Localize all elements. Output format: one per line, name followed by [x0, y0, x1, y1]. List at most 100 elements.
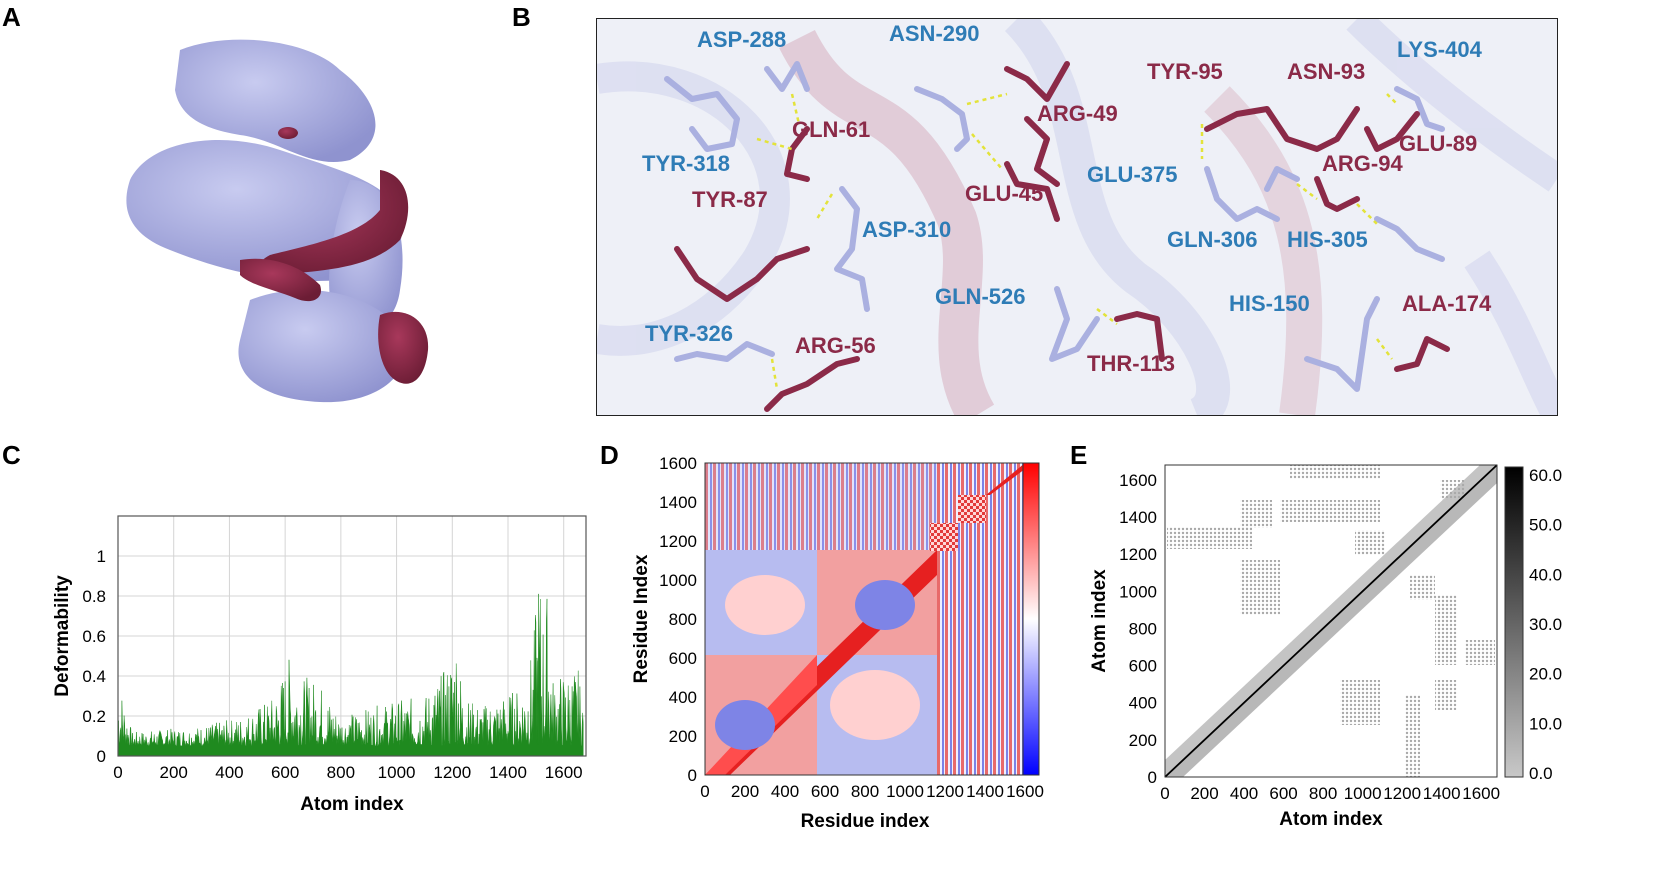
contact-colorbar: [1504, 466, 1524, 778]
y-tick-label: 0.8: [82, 587, 106, 606]
x-tick-label: 200: [160, 763, 188, 782]
x-tick-label: 200: [731, 782, 759, 801]
x-tick-label: 1400: [1423, 784, 1461, 803]
x-tick-label: 0: [700, 782, 709, 801]
y-tick-label: 1000: [1119, 582, 1157, 601]
residue-label: GLU-45: [965, 181, 1043, 206]
x-tick-label: 1400: [966, 782, 1004, 801]
contact-xlabel: Atom index: [1279, 809, 1383, 830]
x-tick-label: 800: [1309, 784, 1337, 803]
residue-label: ASP-310: [862, 217, 951, 242]
interaction-figure: ASP-288 ASN-290 LYS-404 TYR-95 ASN-93 GLN-61 A…: [597, 19, 1557, 415]
contact-map: 60.0 50.0 40.0 30.0 20.0 10.0 0.0 0 200 400 600 80…: [1089, 464, 1562, 830]
deformability-xticks: 0 200 400 600 800 1000 1200 1400 1600: [113, 763, 582, 782]
y-tick-label: 1400: [659, 493, 697, 512]
deformability-chart: 0 200 400 600 800 1000 1200 1400 1600 0 0.2 0.4 0.6…: [52, 515, 587, 815]
colorbar-tick-label: 60.0: [1529, 466, 1562, 485]
residue-label: HIS-150: [1229, 291, 1310, 316]
x-tick-label: 600: [811, 782, 839, 801]
ligand-surface: [240, 127, 429, 384]
y-tick-label: 0: [97, 747, 106, 766]
x-tick-label: 1000: [378, 763, 416, 782]
contact-xticks: 0 200 400 600 800 1000 1200 1400 1600: [1160, 784, 1500, 803]
residue-label: THR-113: [1087, 351, 1175, 376]
contact-colorbar-ticks: 60.0 50.0 40.0 30.0 20.0 10.0 0.0: [1529, 466, 1562, 783]
x-tick-label: 600: [1269, 784, 1297, 803]
colorbar-tick-label: 30.0: [1529, 615, 1562, 634]
residue-label: ASN-93: [1287, 59, 1365, 84]
y-tick-label: 800: [1129, 619, 1157, 638]
y-tick-label: 0: [688, 766, 697, 785]
colorbar-tick-label: 40.0: [1529, 565, 1562, 584]
protein-surface-figure: [126, 39, 429, 403]
protein-surface: [126, 39, 406, 403]
residue-label: TYR-326: [645, 321, 733, 346]
ribbon-background: [597, 19, 1557, 415]
x-tick-label: 1200: [926, 782, 964, 801]
deformability-grid: [117, 516, 586, 757]
x-tick-label: 1600: [1006, 782, 1044, 801]
x-tick-label: 800: [851, 782, 879, 801]
y-tick-label: 1600: [659, 455, 697, 473]
y-tick-label: 400: [669, 688, 697, 707]
heatmap-cells: [705, 463, 1025, 775]
correlation-heatmap: 0 200 400 600 800 1000 1200 1400 1600 0200400600…: [631, 455, 1044, 832]
x-tick-label: 1200: [1383, 784, 1421, 803]
y-tick-label: 200: [669, 727, 697, 746]
residue-label: ARG-56: [795, 333, 876, 358]
y-tick-label: 800: [669, 610, 697, 629]
x-tick-label: 1600: [545, 763, 583, 782]
colorbar-tick-label: 10.0: [1529, 714, 1562, 733]
contact-yticks: 0 200 400 600 800 1000 1200 1400 1600: [1119, 471, 1157, 787]
colorbar-tick-label: 20.0: [1529, 665, 1562, 684]
panel-label-d: D: [600, 440, 619, 470]
panel-label-e: E: [1070, 440, 1088, 470]
panel-label-c: C: [2, 440, 21, 470]
y-tick-label: 1: [97, 547, 106, 566]
y-tick-label: 1600: [1119, 471, 1157, 490]
residue-label: ASP-288: [697, 27, 786, 52]
deformability-frame: [117, 515, 587, 757]
x-tick-label: 400: [215, 763, 243, 782]
deformability-area: [117, 593, 584, 757]
y-tick-label: 600: [669, 649, 697, 668]
y-tick-label: 0.2: [82, 707, 106, 726]
contact-frame: [1164, 464, 1498, 778]
correlation-ylabel: Residue Index: [631, 554, 652, 683]
residue-label: LYS-404: [1397, 37, 1483, 62]
y-tick-label: 0.6: [82, 627, 106, 646]
correlation-xlabel: Residue index: [801, 811, 930, 832]
y-tick-label: 200: [1129, 731, 1157, 750]
correlation-yticks: 0 200 400 600 800 1000 1200 1400 1600: [659, 455, 697, 785]
panel-label-b: B: [512, 2, 531, 32]
x-tick-label: 1600: [1462, 784, 1500, 803]
y-tick-label: 1200: [659, 532, 697, 551]
residue-label: ALA-174: [1402, 291, 1492, 316]
colorbar-tick-label: 50.0: [1529, 516, 1562, 535]
hbond-lines: [756, 92, 1398, 390]
correlation-xticks: 0 200 400 600 800 1000 1200 1400 1600: [700, 782, 1044, 801]
residue-label: ASN-290: [889, 21, 979, 46]
residue-label: HIS-305: [1287, 227, 1368, 252]
x-tick-label: 600: [271, 763, 299, 782]
residue-label: GLN-61: [792, 117, 870, 142]
residue-labels: ASP-288 ASN-290 LYS-404 TYR-95 ASN-93 GLN-61 A…: [642, 21, 1492, 376]
y-tick-label: 1000: [659, 571, 697, 590]
residue-label: GLU-89: [1399, 131, 1477, 156]
y-tick-label: 600: [1129, 657, 1157, 676]
x-tick-label: 400: [771, 782, 799, 801]
x-tick-label: 200: [1190, 784, 1218, 803]
x-tick-label: 0: [113, 763, 122, 782]
panel-label-a: A: [2, 2, 21, 32]
contact-ylabel: Atom index: [1089, 569, 1110, 673]
residue-label: TYR-318: [642, 151, 730, 176]
residue-label: ARG-94: [1322, 151, 1403, 176]
y-tick-label: 1400: [1119, 508, 1157, 527]
residue-label: TYR-87: [692, 187, 768, 212]
interaction-panel: ASP-288 ASN-290 LYS-404 TYR-95 ASN-93 GLN-61 A…: [596, 18, 1558, 416]
colorbar-tick-label: 0.0: [1529, 764, 1553, 783]
diagonal-line: [1164, 464, 1498, 778]
residue-label: GLN-306: [1167, 227, 1257, 252]
residue-label: GLU-375: [1087, 162, 1177, 187]
residue-sticks: [664, 61, 1450, 412]
